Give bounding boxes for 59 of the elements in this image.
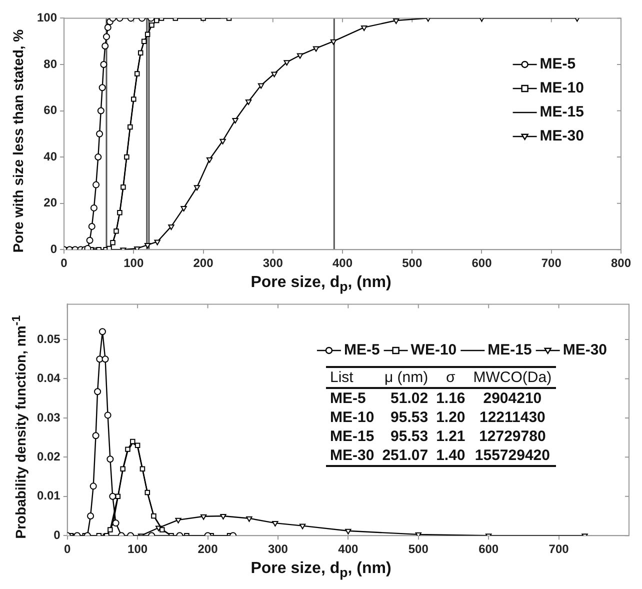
y-tick-label: 0 (50, 242, 58, 256)
y-axis-title: Pore with size less than stated, % (10, 28, 27, 255)
annotation: 1.21 (435, 427, 466, 446)
legend-label: ME-15 (540, 104, 584, 121)
x-tick-label: 600 (478, 542, 499, 556)
annotation: 95.53 (390, 408, 430, 427)
legend-label: WE-10 (410, 342, 457, 359)
annotation: 155729420 (474, 446, 551, 466)
legend-label: ME-30 (540, 128, 584, 145)
annotation: 1.16 (435, 389, 466, 408)
annotation: ME-10 (329, 408, 376, 427)
y-tick-label: 0.04 (36, 371, 61, 386)
x-tick-label: 400 (332, 256, 353, 270)
annotation: ME-5 (329, 389, 367, 408)
x-tick-label: 100 (124, 256, 144, 270)
x-tick-label: 200 (198, 542, 218, 556)
y-tick-label: 0.05 (36, 332, 61, 346)
legend-label: ME-15 (488, 342, 532, 359)
x-axis-title: Pore size, d$_{p}$, (nm) (250, 274, 392, 294)
x-tick-label: 600 (472, 256, 492, 270)
legend-label: ME-5 (540, 56, 576, 73)
y-tick-label: 100 (36, 10, 58, 25)
annotation: 12211430 (478, 408, 546, 427)
x-tick-label: 100 (128, 542, 148, 556)
y-tick-label: 80 (44, 56, 58, 71)
x-tick-label: 200 (193, 256, 214, 270)
x-tick-label: 300 (262, 256, 284, 270)
y-tick-label: 0.03 (36, 410, 61, 424)
annotation: μ (nm) (383, 368, 430, 388)
annotation: 251.07 (381, 446, 430, 466)
legend-label: ME-30 (562, 342, 608, 359)
y-tick-label: 0 (54, 528, 61, 542)
x-tick-label: 0 (64, 542, 72, 556)
y-tick-label: 60 (44, 103, 58, 118)
annotation: ME-15 (329, 427, 376, 446)
annotation: 12729780 (478, 427, 547, 446)
x-tick-label: 400 (338, 542, 359, 556)
x-tick-label: 300 (268, 542, 288, 556)
x-tick-label: 500 (402, 256, 422, 270)
y-tick-label: 40 (44, 149, 58, 164)
annotation: 51.02 (390, 389, 430, 408)
y-tick-label: 20 (44, 196, 58, 210)
annotation: 1.20 (435, 408, 466, 427)
x-axis-title: Pore size, d$_{p}$, (nm) (250, 560, 392, 580)
x-tick-label: 700 (548, 542, 570, 556)
annotation: σ (445, 368, 456, 388)
annotation: MWCO(Da) (472, 368, 553, 388)
x-tick-label: 800 (610, 256, 632, 270)
y-tick-label: 0.02 (36, 449, 61, 464)
legend-label: ME-5 (344, 342, 380, 359)
y-tick-label: 0.01 (36, 488, 61, 503)
legend-label: ME-10 (540, 80, 584, 97)
annotation: 1.40 (435, 446, 466, 466)
x-tick-label: 500 (408, 542, 429, 556)
annotation: List (329, 368, 354, 388)
annotation: 95.53 (390, 427, 430, 446)
annotation: 2904210 (482, 389, 543, 408)
x-tick-label: 700 (541, 256, 562, 270)
annotation: ME-30 (329, 446, 376, 466)
